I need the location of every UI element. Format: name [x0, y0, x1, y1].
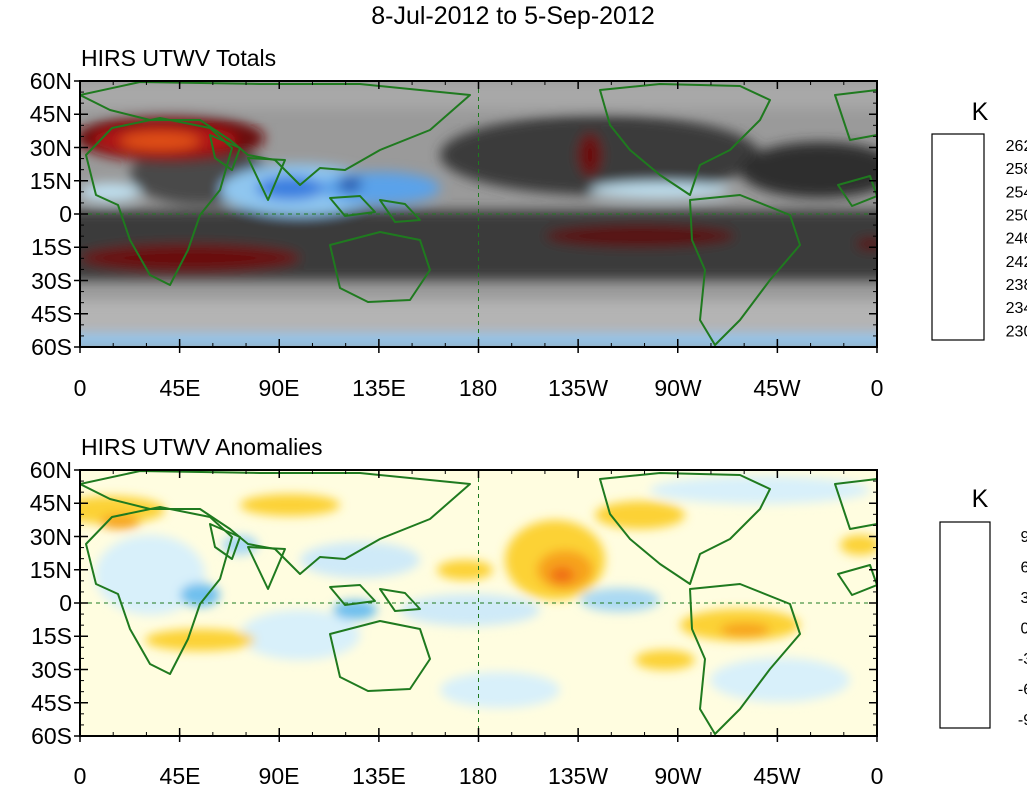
anomalies-y-tick-label: 45S: [31, 690, 72, 716]
colorbar-label: 262: [1006, 138, 1027, 155]
colorbar-label: 234: [1006, 300, 1027, 317]
totals-colorbar: 262 258 254 250 246 242 238 234 230: [931, 133, 1027, 341]
totals-x-tick-label: 0: [74, 375, 87, 401]
anomalies-x-tick-label: 90E: [259, 763, 300, 788]
colorbar-label: 238: [1006, 277, 1027, 294]
colorbar-label: 9: [1021, 529, 1027, 546]
totals-y-tick-label: 45S: [31, 301, 72, 327]
anomalies-y-tick-label: 30N: [30, 524, 72, 550]
anomalies-x-tick-label: 90W: [654, 763, 702, 788]
anomalies-tick-marks: [74, 469, 878, 742]
anomalies-y-tick-label: 15S: [31, 623, 72, 649]
colorbar-label: 3: [1021, 590, 1027, 607]
colorbar-label: -3: [1018, 651, 1027, 668]
colorbar-label: 242: [1006, 254, 1027, 271]
totals-y-tick-label: 30S: [31, 268, 72, 294]
totals-y-tick-label: 30N: [30, 135, 72, 161]
anomalies-field: [80, 470, 877, 736]
totals-y-tick-label: 0: [59, 201, 72, 227]
totals-x-tick-label: 135E: [352, 375, 406, 401]
totals-panel-title: HIRS UTWV Totals: [81, 45, 276, 71]
totals-y-tick-label: 60S: [31, 334, 72, 360]
totals-x-tick-label: 180: [459, 375, 497, 401]
totals-y-tick-label: 15N: [30, 168, 72, 194]
totals-colorbar-units: K: [972, 98, 989, 126]
totals-x-axis-labels: 0 45E 90E 135E 180 135W 90W 45W 0: [74, 375, 884, 401]
totals-tick-marks: [74, 80, 878, 353]
anomalies-y-tick-label: 60N: [30, 457, 72, 483]
totals-x-tick-label: 0: [871, 375, 884, 401]
colorbar-label: -6: [1018, 682, 1027, 699]
totals-x-tick-label: 90E: [259, 375, 300, 401]
totals-x-tick-label: 135W: [548, 375, 608, 401]
anomalies-x-tick-label: 0: [74, 763, 87, 788]
colorbar-label: 250: [1006, 208, 1027, 225]
colorbar-label: 6: [1021, 560, 1027, 577]
totals-field: [80, 81, 877, 347]
colorbar-label: 230: [1006, 323, 1027, 340]
colorbar-label: 258: [1006, 161, 1027, 178]
totals-y-tick-label: 15S: [31, 234, 72, 260]
colorbar-label: 246: [1006, 231, 1027, 248]
anomalies-y-axis-labels: 60N 45N 30N 15N 0 15S 30S 45S 60S: [30, 457, 72, 749]
anomalies-x-tick-label: 45W: [753, 763, 801, 788]
figure-title: 8-Jul-2012 to 5-Sep-2012: [371, 2, 655, 30]
totals-x-tick-label: 45E: [160, 375, 201, 401]
anomalies-x-tick-label: 135E: [352, 763, 406, 788]
anomalies-colorbar-units: K: [972, 485, 989, 513]
colorbar-label: 0: [1021, 621, 1027, 638]
anomalies-y-tick-label: 0: [59, 590, 72, 616]
totals-y-tick-label: 60N: [30, 68, 72, 94]
anomalies-panel-title: HIRS UTWV Anomalies: [81, 434, 323, 460]
anomalies-x-tick-label: 180: [459, 763, 497, 788]
anomalies-x-tick-label: 135W: [548, 763, 608, 788]
anomalies-y-tick-label: 45N: [30, 490, 72, 516]
colorbar-label: 254: [1006, 184, 1027, 201]
totals-x-tick-label: 90W: [654, 375, 702, 401]
anomalies-colorbar: 9 6 3 0 -3 -6 -9: [939, 521, 1027, 729]
totals-y-axis-labels: 60N 45N 30N 15N 0 15S 30S 45S 60S: [30, 68, 72, 360]
anomalies-x-tick-label: 0: [871, 763, 884, 788]
anomalies-x-tick-label: 45E: [160, 763, 201, 788]
anomalies-y-tick-label: 60S: [31, 723, 72, 749]
colorbar-label: -9: [1018, 712, 1027, 729]
anomalies-x-axis-labels: 0 45E 90E 135E 180 135W 90W 45W 0: [74, 763, 884, 788]
totals-x-tick-label: 45W: [753, 375, 801, 401]
totals-y-tick-label: 45N: [30, 101, 72, 127]
anomalies-y-tick-label: 15N: [30, 557, 72, 583]
anomalies-y-tick-label: 30S: [31, 657, 72, 683]
